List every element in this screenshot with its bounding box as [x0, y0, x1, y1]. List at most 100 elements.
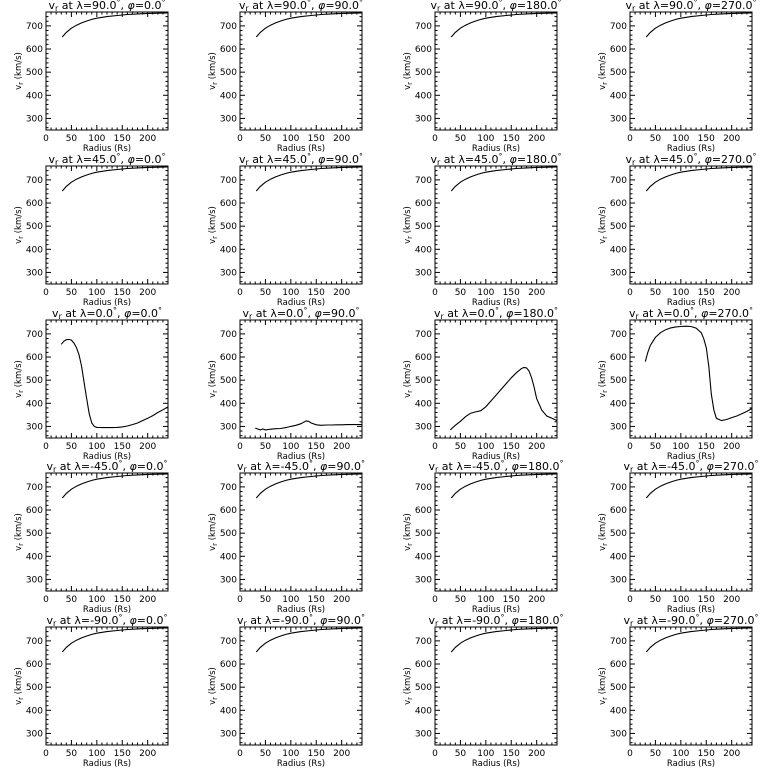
y-axis-label: vr (km/s) — [598, 667, 609, 705]
x-tick-label: 0 — [432, 442, 438, 452]
x-tick-label: 200 — [333, 288, 350, 298]
y-tick-label: 300 — [610, 575, 627, 585]
panel-title: vr at λ=90.0°, φ=270.0° — [625, 0, 756, 13]
x-tick-label: 0 — [432, 288, 438, 298]
y-axis-label: vr (km/s) — [208, 52, 219, 90]
x-tick-label: 150 — [503, 288, 520, 298]
panel-7: vr at λ=45.0°, φ=270.0° 0 50 100 150 200 300 40… — [598, 152, 757, 308]
series-line — [61, 166, 169, 192]
y-tick-label: 600 — [26, 353, 43, 363]
y-tick-label: 400 — [26, 91, 43, 101]
y-axis-label: vr (km/s) — [208, 513, 219, 551]
series-line — [645, 12, 753, 38]
panel-title: vr at λ=0.0°, φ=180.0° — [434, 306, 558, 321]
y-tick-label: 400 — [220, 399, 237, 409]
y-tick-label: 300 — [415, 114, 432, 124]
x-tick-label: 0 — [43, 288, 49, 298]
plot-frame — [45, 11, 169, 131]
x-tick-label: 0 — [432, 749, 438, 759]
x-axis-label: Radius (Rs) — [667, 452, 715, 462]
x-tick-label: 50 — [455, 595, 467, 605]
x-tick-label: 150 — [114, 288, 131, 298]
y-tick-label: 400 — [610, 91, 627, 101]
x-axis-label: Radius (Rs) — [83, 452, 131, 462]
x-tick-label: 200 — [139, 134, 156, 144]
x-tick-label: 100 — [477, 134, 494, 144]
x-tick-label: 0 — [627, 595, 633, 605]
y-tick-label: 600 — [415, 45, 432, 55]
x-tick-label: 200 — [528, 595, 545, 605]
x-axis-label: Radius (Rs) — [277, 144, 325, 154]
x-tick-label: 200 — [528, 442, 545, 452]
x-tick-label: 0 — [43, 749, 49, 759]
y-tick-label: 300 — [26, 729, 43, 739]
series-line — [450, 473, 558, 499]
y-axis-label: vr (km/s) — [14, 513, 25, 551]
y-tick-label: 500 — [26, 529, 43, 539]
y-tick-label: 600 — [610, 353, 627, 363]
x-tick-label: 200 — [723, 442, 740, 452]
x-tick-label: 50 — [260, 288, 272, 298]
y-tick-label: 400 — [26, 399, 43, 409]
x-tick-label: 150 — [308, 749, 325, 759]
x-tick-label: 200 — [333, 134, 350, 144]
x-axis-label: Radius (Rs) — [472, 298, 520, 308]
x-tick-label: 150 — [114, 595, 131, 605]
x-tick-label: 200 — [333, 749, 350, 759]
y-tick-label: 500 — [415, 683, 432, 693]
y-tick-label: 300 — [610, 114, 627, 124]
x-tick-label: 0 — [43, 134, 49, 144]
series-line — [255, 12, 363, 38]
series-line — [645, 627, 753, 653]
x-tick-label: 50 — [260, 134, 272, 144]
x-tick-label: 50 — [260, 442, 272, 452]
x-tick-label: 0 — [237, 442, 243, 452]
x-tick-label: 0 — [237, 749, 243, 759]
y-tick-label: 600 — [220, 660, 237, 670]
x-tick-label: 150 — [114, 442, 131, 452]
panel-10: vr at λ=0.0°, φ=180.0° 0 50 100 150 200 300 400… — [403, 306, 558, 462]
y-tick-label: 300 — [26, 268, 43, 278]
panel-13: vr at λ=-45.0°, φ=90.0° 0 50 100 150 200 300 40… — [208, 459, 365, 615]
y-tick-label: 300 — [610, 729, 627, 739]
x-tick-label: 0 — [237, 595, 243, 605]
y-tick-label: 300 — [415, 268, 432, 278]
y-tick-label: 300 — [610, 268, 627, 278]
y-tick-label: 600 — [220, 199, 237, 209]
series-line — [255, 473, 363, 499]
y-tick-label: 300 — [415, 422, 432, 432]
panel-16: vr at λ=-90.0°, φ=0.0° 0 50 100 150 200 300 400… — [14, 613, 169, 768]
y-tick-label: 700 — [415, 637, 432, 647]
y-tick-label: 300 — [415, 729, 432, 739]
y-tick-label: 300 — [220, 729, 237, 739]
y-tick-label: 700 — [26, 637, 43, 647]
panel-title: vr at λ=-90.0°, φ=0.0° — [46, 613, 167, 628]
y-axis-label: vr (km/s) — [208, 360, 219, 398]
x-tick-label: 100 — [88, 749, 105, 759]
x-tick-label: 50 — [650, 595, 662, 605]
x-tick-label: 150 — [308, 442, 325, 452]
y-axis-label: vr (km/s) — [598, 206, 609, 244]
y-tick-label: 700 — [220, 22, 237, 32]
y-tick-label: 400 — [220, 552, 237, 562]
y-axis-label: vr (km/s) — [598, 52, 609, 90]
x-tick-label: 150 — [698, 595, 715, 605]
panel-15: vr at λ=-45.0°, φ=270.0° 0 50 100 150 200 300 4… — [598, 459, 759, 615]
y-tick-label: 400 — [26, 245, 43, 255]
y-tick-label: 300 — [610, 422, 627, 432]
y-tick-label: 500 — [220, 529, 237, 539]
x-tick-label: 50 — [650, 442, 662, 452]
plot-frame — [629, 472, 753, 592]
panel-title: vr at λ=-45.0°, φ=0.0° — [46, 459, 167, 474]
panel-9: vr at λ=0.0°, φ=90.0° 0 50 100 150 200 300 400 5… — [208, 306, 363, 462]
x-tick-label: 150 — [503, 442, 520, 452]
x-tick-label: 100 — [88, 442, 105, 452]
x-axis-label: Radius (Rs) — [667, 759, 715, 768]
x-tick-label: 100 — [672, 442, 689, 452]
x-axis-label: Radius (Rs) — [472, 144, 520, 154]
x-tick-label: 0 — [627, 134, 633, 144]
y-tick-label: 600 — [220, 45, 237, 55]
y-tick-label: 500 — [415, 68, 432, 78]
x-tick-label: 200 — [528, 288, 545, 298]
x-tick-label: 100 — [88, 134, 105, 144]
